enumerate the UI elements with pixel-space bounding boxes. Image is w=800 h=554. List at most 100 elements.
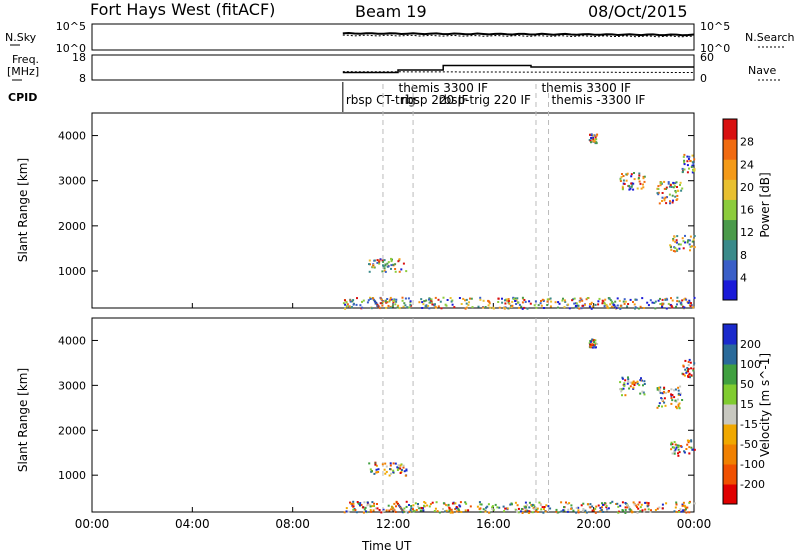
velocity-cell [454, 508, 457, 510]
velocity-cell [523, 505, 526, 508]
power-cell [520, 305, 523, 308]
power-cell [409, 300, 412, 303]
velocity-cell [402, 464, 405, 467]
power-cell [394, 268, 397, 270]
power-cell [688, 301, 691, 304]
velocity-cell [642, 391, 645, 394]
velocity-cell [542, 511, 545, 514]
velocity-cell [349, 502, 352, 505]
velocity-cell [572, 509, 575, 512]
power-cell [589, 139, 592, 142]
power-cell [590, 307, 593, 310]
power-cell [465, 302, 468, 305]
velocity-ytick-label-0: 1000 [58, 469, 86, 482]
power-cell [523, 299, 526, 301]
power-cell [470, 297, 473, 300]
power-cell [557, 301, 560, 304]
power-cell [601, 302, 604, 305]
power-cell [638, 172, 641, 175]
power-cell [693, 168, 696, 171]
power-cell [657, 188, 660, 190]
power-cell [386, 262, 389, 265]
velocity-cell [581, 509, 584, 512]
velocity-cell [594, 346, 597, 349]
power-cell [349, 300, 352, 303]
velocity-cell [373, 472, 376, 475]
power-colorbar-seg-1 [723, 259, 737, 281]
velocity-cell [543, 508, 545, 510]
power-cell [398, 307, 401, 310]
velocity-cell [677, 448, 680, 451]
power-cell [586, 297, 589, 299]
velocity-cell [684, 359, 687, 362]
velocity-cell [665, 502, 668, 505]
velocity-cell [639, 510, 642, 513]
velocity-cell [675, 501, 678, 504]
velocity-cell [399, 467, 402, 470]
velocity-cell [392, 471, 395, 474]
power-cell [518, 303, 521, 306]
velocity-cell [392, 507, 395, 510]
power-cell [663, 180, 666, 183]
velocity-cell [591, 346, 594, 349]
velocity-cell [362, 506, 365, 509]
power-cell [382, 260, 385, 263]
velocity-cell [370, 510, 373, 513]
velocity-cell [659, 386, 662, 389]
power-cell [521, 296, 524, 299]
power-cell [661, 200, 663, 202]
power-cell [609, 299, 612, 302]
power-cell [629, 298, 632, 301]
power-cell [597, 303, 600, 306]
power-cell [562, 297, 564, 300]
velocity-cell [633, 503, 636, 506]
power-cell [395, 300, 398, 303]
power-cell [396, 306, 399, 309]
velocity-cell [623, 382, 626, 385]
velocity-cell [601, 502, 603, 505]
velocity-cell [626, 382, 629, 385]
velocity-cell [402, 466, 405, 469]
power-cell [381, 259, 384, 262]
power-cell [467, 304, 470, 307]
velocity-cell [453, 502, 456, 505]
power-cell [573, 297, 576, 300]
power-cell [404, 297, 407, 300]
velocity-cell [383, 468, 386, 471]
power-cell [595, 138, 598, 141]
power-cell [397, 260, 400, 263]
velocity-cell [359, 504, 361, 507]
power-cell [654, 300, 657, 303]
power-cell [433, 304, 436, 307]
power-cell [482, 299, 485, 302]
velocity-cell [382, 508, 385, 511]
power-cell [518, 306, 520, 309]
velocity-cell [622, 387, 625, 390]
velocity-cell [448, 507, 451, 510]
power-cell [679, 181, 682, 184]
velocity-cell [687, 373, 690, 376]
velocity-cell [677, 403, 680, 406]
velocity-cell [675, 510, 678, 513]
velocity-cell [369, 468, 372, 471]
velocity-cell [394, 511, 397, 513]
velocity-cell [677, 386, 680, 389]
power-cell [345, 305, 348, 308]
velocity-cell [352, 500, 355, 503]
velocity-colorbar-tick-3: 15 [740, 398, 754, 411]
power-colorbar-seg-8 [723, 119, 737, 140]
power-cell [378, 262, 381, 265]
power-cell [688, 299, 691, 302]
velocity-cell [637, 507, 640, 510]
velocity-cell [514, 501, 517, 504]
velocity-cell [670, 443, 673, 446]
power-cell [567, 303, 570, 306]
power-cell [482, 306, 485, 309]
power-cell [573, 302, 576, 305]
velocity-cell [679, 508, 682, 511]
power-cell [609, 303, 612, 306]
velocity-colorbar-seg-0 [723, 484, 737, 505]
velocity-cell [674, 448, 677, 451]
power-cell [674, 195, 677, 198]
velocity-cell [557, 511, 560, 514]
